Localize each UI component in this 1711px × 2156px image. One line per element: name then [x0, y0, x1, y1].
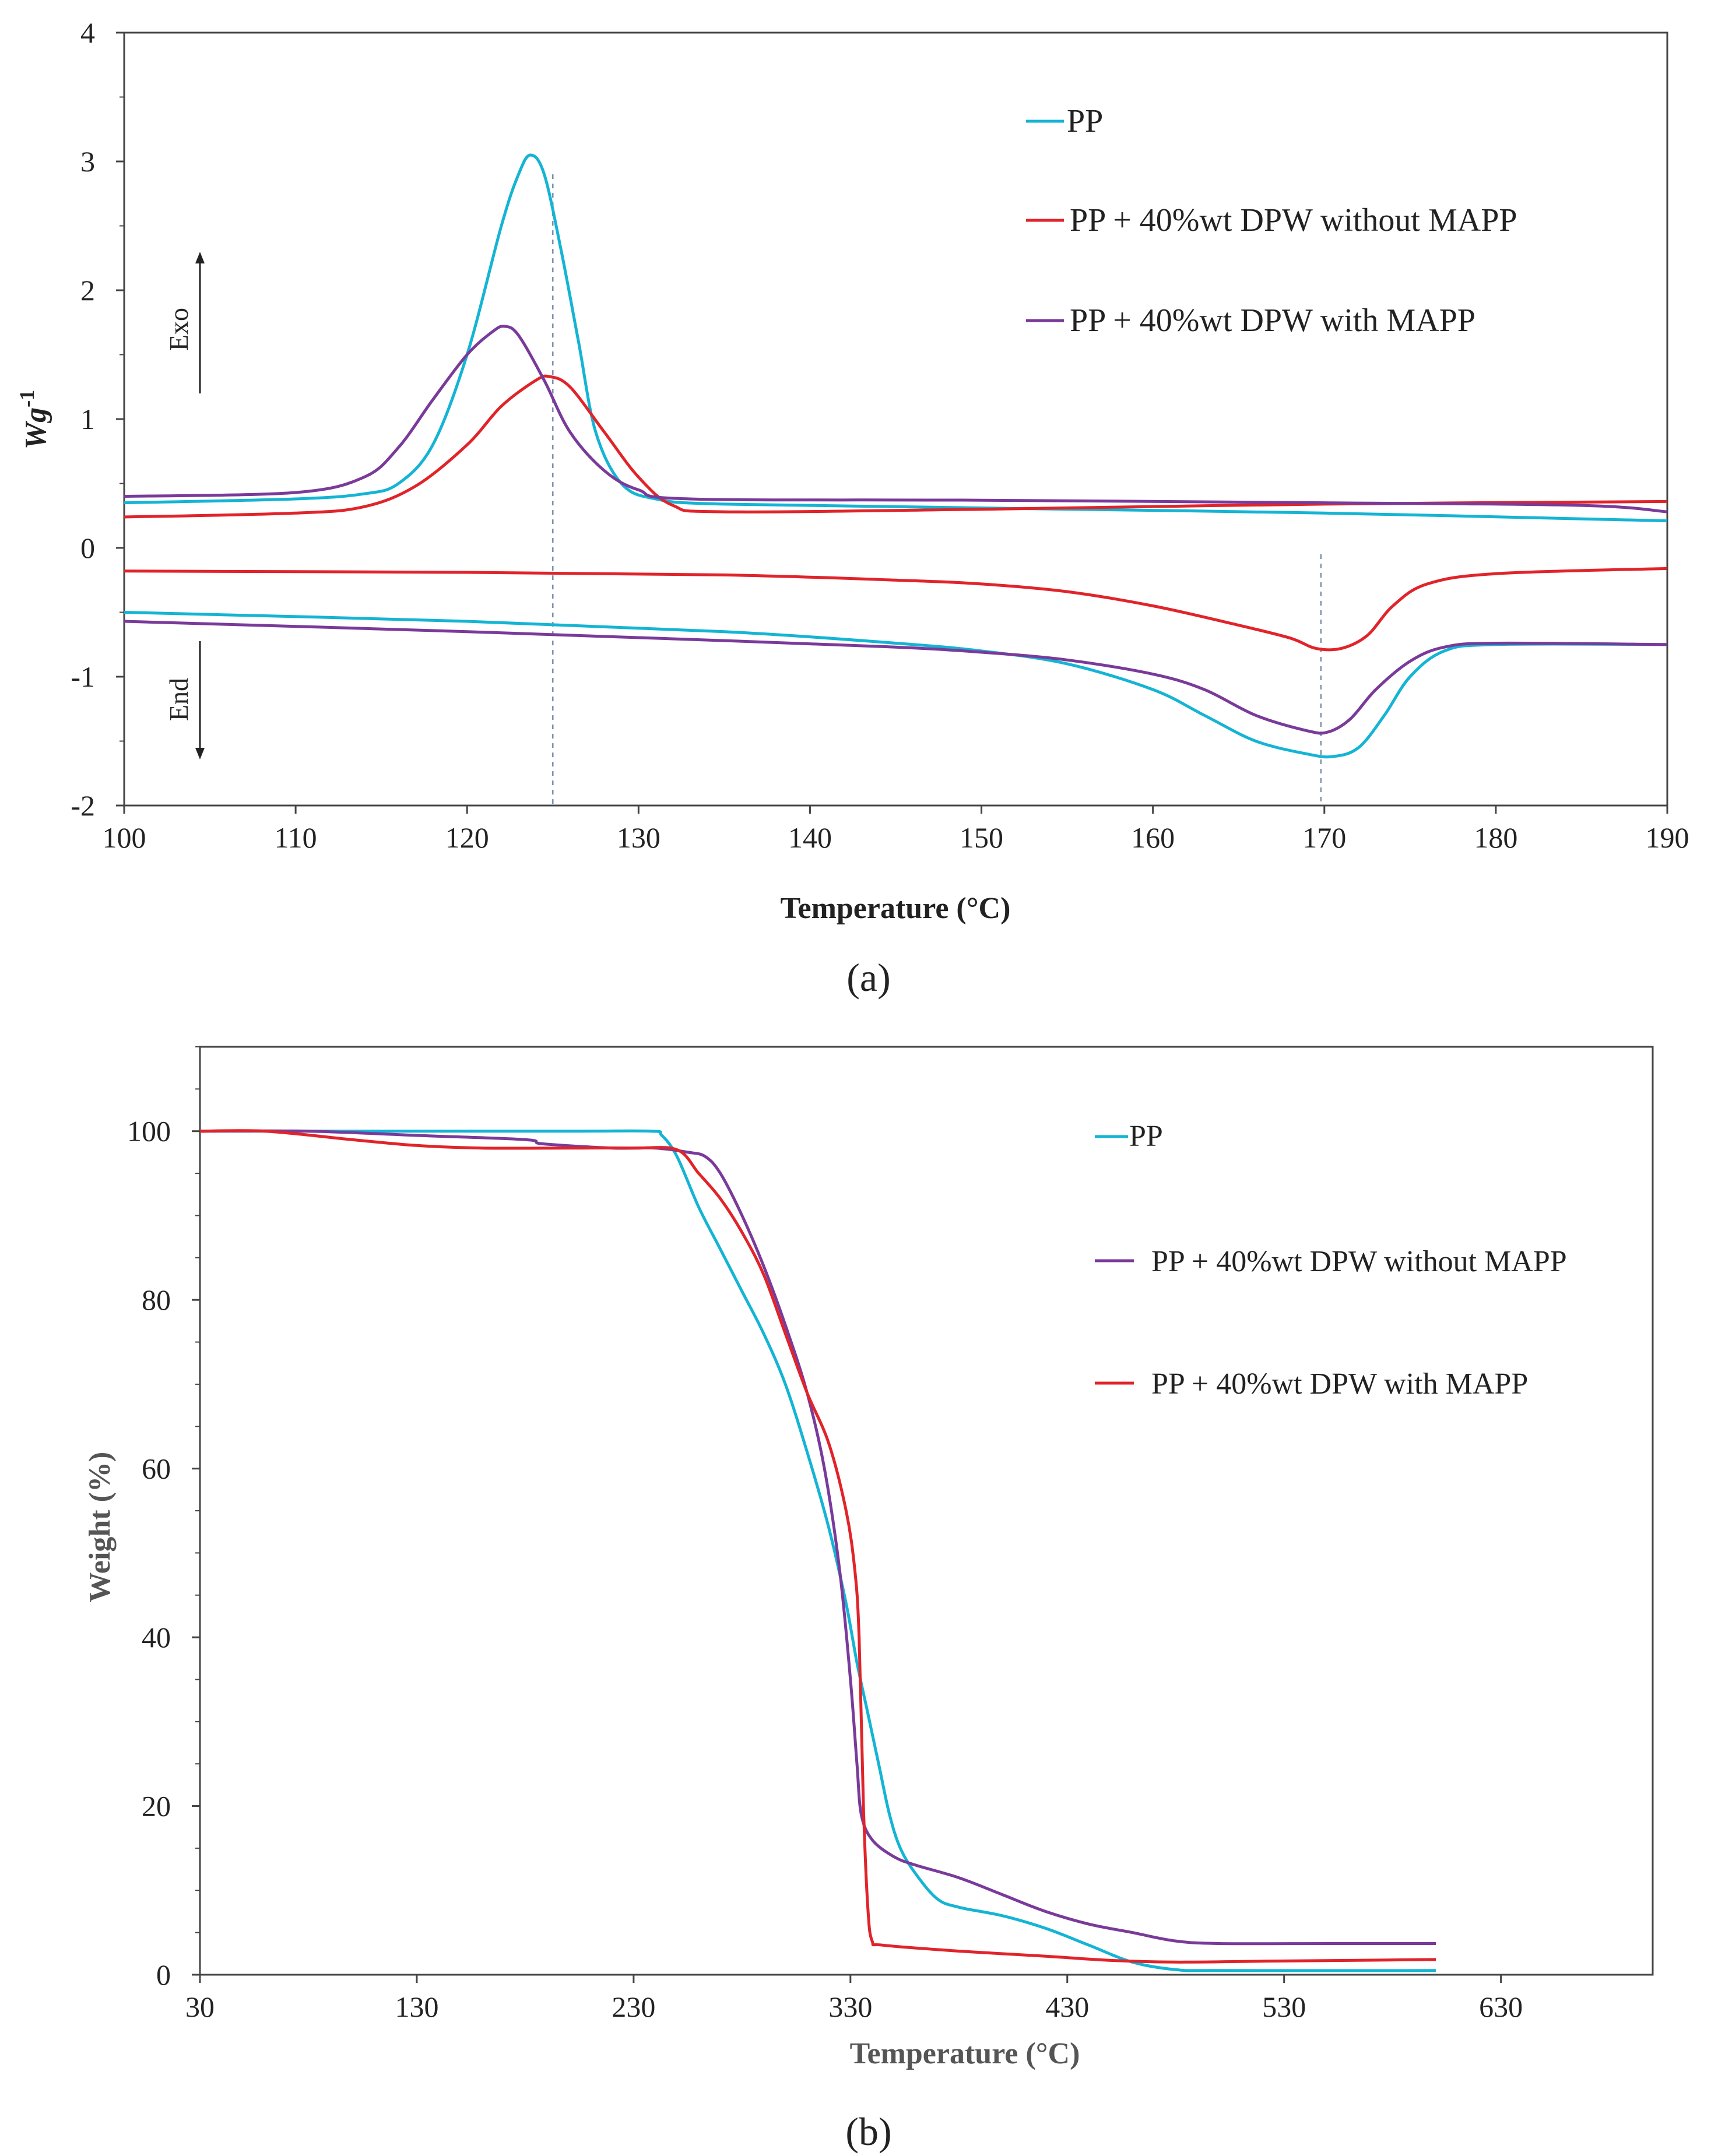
- legend-item: PP + 40%wt DPW without MAPP: [1095, 1245, 1567, 1278]
- series-line: [124, 374, 1668, 519]
- y-tick-label: 0: [80, 532, 95, 564]
- exo-arrowhead-icon: [195, 252, 205, 263]
- panel-a-dsc-chart: 100 110 120 130 140 150 160 170 180 190-2-101234 …: [15, 16, 1689, 1000]
- y-tick-label: 4: [80, 16, 95, 49]
- legend-item: PP + 40%wt DPW without MAPP: [1026, 202, 1517, 238]
- panel-b-ticks: 30 130 230 330 430 530 630 0 20 40 60 80 100: [127, 1046, 1523, 2023]
- x-tick-label: 30: [185, 1990, 215, 2023]
- x-tick-label: 140: [788, 821, 832, 854]
- x-tick-label: 100: [103, 821, 146, 854]
- exo-marker: Exo: [164, 252, 205, 393]
- legend-label: PP + 40%wt DPW without MAPP: [1151, 1245, 1567, 1278]
- panel-b-plot-frame: [199, 1046, 1654, 1976]
- panel-a-legend: PP PP + 40%wt DPW without MAPP PP + 40%w…: [1026, 103, 1517, 339]
- endo-arrowhead-icon: [195, 748, 205, 759]
- legend-label: PP + 40%wt DPW without MAPP: [1070, 202, 1517, 238]
- endo-marker: End: [164, 641, 205, 759]
- x-tick-label: 130: [395, 1990, 438, 2023]
- y-tick-label: -1: [71, 660, 95, 693]
- panel-a-series: [124, 153, 1668, 759]
- y-tick-label: -2: [71, 789, 95, 822]
- legend-item: PP + 40%wt DPW with MAPP: [1026, 303, 1475, 339]
- series-line: [124, 325, 1668, 513]
- panel-a-ylabel: Wg-1: [15, 390, 52, 449]
- y-tick-label: 20: [142, 1790, 171, 1823]
- panel-b-legend: PP PP + 40%wt DPW without MAPP PP + 40%w…: [1095, 1120, 1567, 1401]
- panel-a-caption: (a): [846, 955, 890, 1000]
- panel-a-plot-frame: [123, 31, 1668, 807]
- panel-a-ylabel-main: Wg: [19, 407, 52, 449]
- endo-label: End: [164, 678, 194, 721]
- x-tick-label: 430: [1045, 1990, 1089, 2023]
- x-tick-label: 630: [1479, 1990, 1523, 2023]
- series-line: [199, 1129, 1436, 1972]
- x-tick-label: 110: [275, 821, 317, 854]
- y-tick-label: 0: [156, 1958, 171, 1991]
- panel-a-ticks: 100 110 120 130 140 150 160 170 180 190 -2 -1 0 1 2 3 4: [71, 16, 1689, 854]
- x-tick-label: 130: [617, 821, 660, 854]
- series-line: [124, 620, 1668, 735]
- legend-item: PP + 40%wt DPW with MAPP: [1095, 1367, 1528, 1401]
- x-tick-label: 230: [612, 1990, 655, 2023]
- panel-b-series: [199, 1129, 1436, 1972]
- y-tick-label: 100: [127, 1115, 171, 1148]
- panel-b-xlabel: Temperature (°C): [850, 2037, 1080, 2070]
- x-tick-label: 180: [1474, 821, 1517, 854]
- x-tick-label: 530: [1262, 1990, 1306, 2023]
- legend-item: PP: [1026, 103, 1103, 139]
- panel-b-ylabel: Weight (%): [83, 1452, 117, 1603]
- panel-a-reference-lines: [552, 174, 1322, 806]
- panel-b-tga-chart: 30 130 230 330 430 530 630 0 20 40 60 80 100 Weight …: [83, 1046, 1654, 2154]
- x-tick-label: 120: [445, 821, 489, 854]
- legend-item: PP: [1095, 1120, 1163, 1153]
- panel-a-ylabel-sup: -1: [15, 390, 38, 407]
- legend-label: PP + 40%wt DPW with MAPP: [1151, 1367, 1528, 1401]
- y-tick-label: 1: [80, 403, 95, 435]
- x-tick-label: 160: [1131, 821, 1175, 854]
- y-tick-label: 60: [142, 1452, 171, 1485]
- y-tick-label: 2: [80, 274, 95, 307]
- legend-label: PP + 40%wt DPW with MAPP: [1070, 303, 1475, 339]
- y-tick-label: 40: [142, 1621, 171, 1654]
- legend-label: PP: [1129, 1120, 1163, 1153]
- x-tick-label: 330: [828, 1990, 872, 2023]
- y-tick-label: 3: [80, 145, 95, 178]
- exo-label: Exo: [164, 308, 194, 351]
- y-tick-label: 80: [142, 1283, 171, 1316]
- panel-b-caption: (b): [845, 2109, 891, 2154]
- x-tick-label: 150: [960, 821, 1003, 854]
- series-line: [124, 611, 1668, 759]
- series-line: [199, 1129, 1436, 1964]
- x-tick-label: 190: [1646, 821, 1689, 854]
- legend-label: PP: [1067, 103, 1103, 139]
- x-tick-label: 170: [1302, 821, 1346, 854]
- series-line: [124, 567, 1668, 652]
- panel-a-xlabel: Temperature (°C): [781, 892, 1011, 925]
- series-line: [199, 1129, 1436, 1946]
